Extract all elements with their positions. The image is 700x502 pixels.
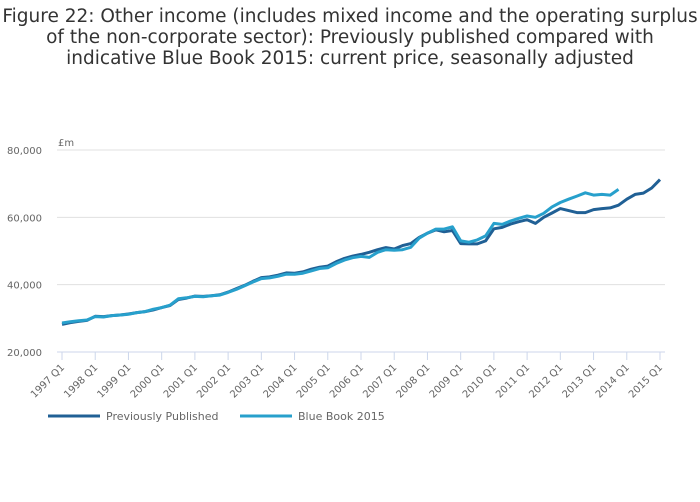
y-axis: 20,000 40,000 60,000 80,000 <box>7 146 42 359</box>
x-tick-label: 2002 Q1 <box>195 362 233 400</box>
legend: Previously Published Blue Book 2015 <box>48 410 385 423</box>
x-tick-label: 2008 Q1 <box>394 362 432 400</box>
x-tick-label: 2007 Q1 <box>361 362 399 400</box>
x-tick-label: 1997 Q1 <box>29 362 67 400</box>
x-tick-label: 2012 Q1 <box>527 362 565 400</box>
x-tick-label: 2009 Q1 <box>428 362 466 400</box>
x-tick-label: 2015 Q1 <box>627 362 665 400</box>
series-line-previously-published <box>61 178 662 326</box>
x-tick-label: 2010 Q1 <box>461 362 499 400</box>
series-line-blue-book-2015 <box>61 188 620 325</box>
y-tick-label: 80,000 <box>7 146 42 157</box>
series-lines <box>61 178 662 326</box>
gridlines <box>57 149 665 286</box>
x-tick-label: 2014 Q1 <box>594 362 632 400</box>
x-tick-label: 2005 Q1 <box>295 362 333 400</box>
legend-label-previously-published: Previously Published <box>106 410 219 423</box>
x-tick-label: 2001 Q1 <box>162 362 200 400</box>
y-tick-label: 20,000 <box>7 348 42 359</box>
legend-label-blue-book-2015: Blue Book 2015 <box>298 410 385 423</box>
x-tick-label: 2004 Q1 <box>262 362 300 400</box>
y-tick-label: 60,000 <box>7 213 42 224</box>
x-tick-label: 1998 Q1 <box>62 362 100 400</box>
x-tick-label: 1999 Q1 <box>95 362 133 400</box>
y-axis-unit-label: £m <box>58 138 74 149</box>
y-tick-label: 40,000 <box>7 281 42 292</box>
x-tick-label: 2000 Q1 <box>129 362 167 400</box>
chart-title: Figure 22: Other income (includes mixed … <box>2 6 698 69</box>
x-tick-label: 2003 Q1 <box>228 362 266 400</box>
x-tick-label: 2006 Q1 <box>328 362 366 400</box>
x-tick-label: 2013 Q1 <box>561 362 599 400</box>
x-tick-label: 2011 Q1 <box>494 362 532 400</box>
